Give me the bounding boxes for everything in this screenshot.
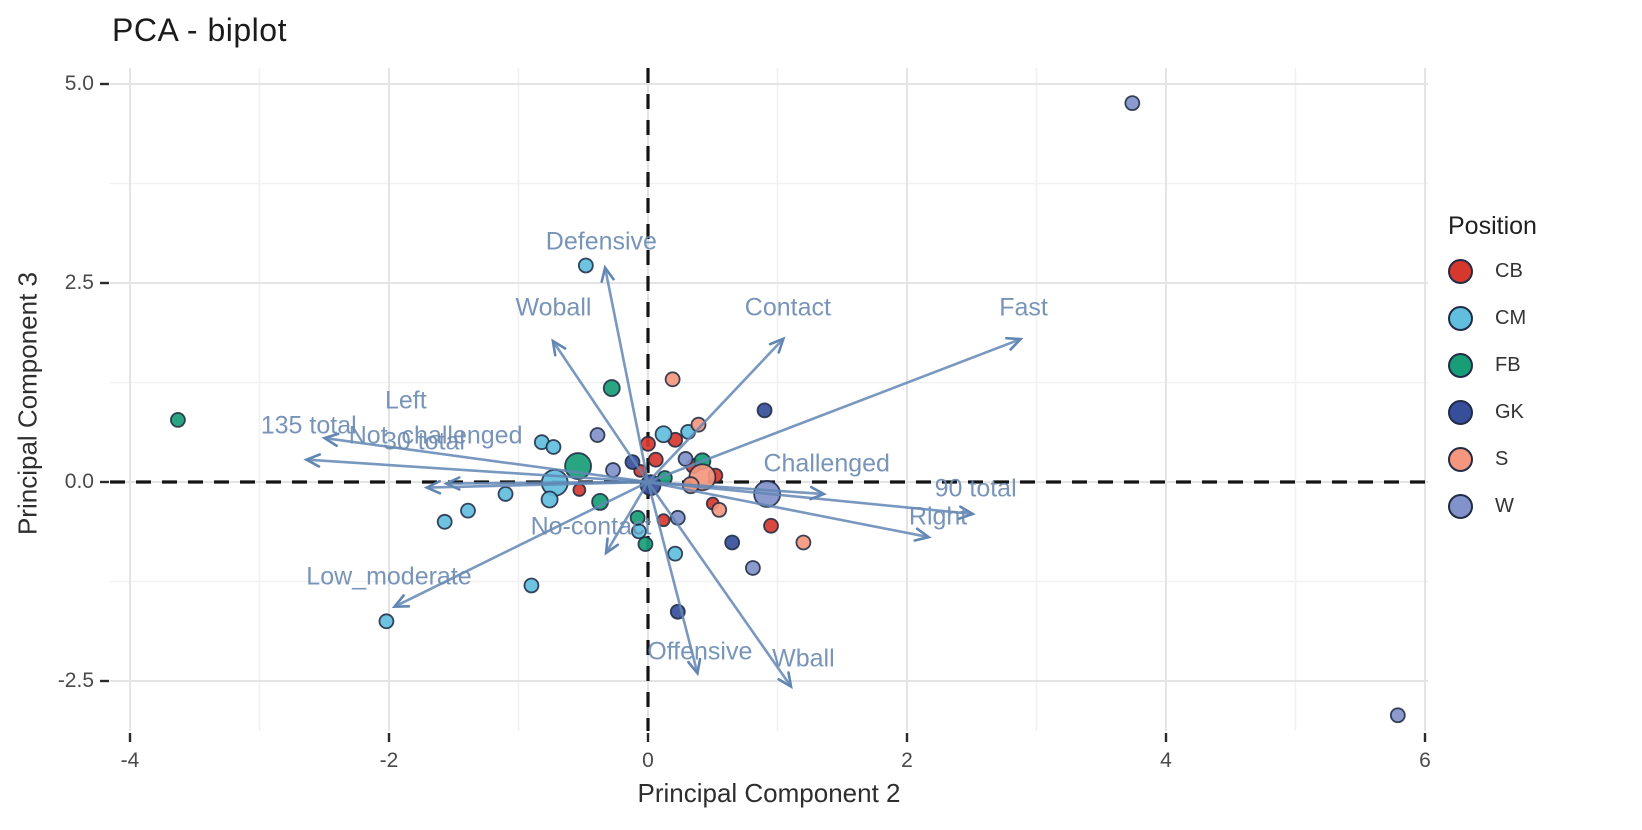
data-point-CM (378, 613, 395, 630)
loading-label-135-total: 135 total (260, 411, 357, 440)
data-point-W (605, 462, 621, 478)
loading-label-low_moderate: Low_moderate (306, 562, 472, 591)
legend-label: S (1495, 448, 1509, 470)
data-point-CM (540, 490, 559, 509)
loading-arrow-right (647, 480, 932, 542)
data-point-W (744, 560, 761, 576)
legend-title: Position (1448, 212, 1537, 240)
gridlines (110, 68, 1428, 731)
legend-label: CB (1495, 260, 1523, 282)
data-point-CB (640, 435, 656, 452)
loading-arrow-woball (551, 338, 650, 483)
data-point-CM (497, 486, 514, 502)
loading-arrow-fast (647, 336, 1024, 484)
legend-label: GK (1495, 401, 1524, 423)
legend-entry-cm: CM (1448, 306, 1633, 331)
data-point-S (690, 416, 707, 433)
loading-label-right: Right (908, 502, 968, 531)
legend-swatch-w (1448, 494, 1473, 519)
data-point-CM (436, 513, 453, 530)
loading-arrow-low_moderate (391, 480, 649, 608)
legend-label: W (1495, 495, 1514, 517)
data-point-W (589, 427, 606, 443)
x-tick-label: -2 (379, 749, 399, 772)
legend-entry-gk: GK (1448, 400, 1633, 425)
data-point-S (664, 371, 681, 388)
data-point-FB (170, 412, 186, 428)
x-tick-label: 4 (1160, 749, 1172, 772)
data-point-FB (602, 379, 621, 397)
data-point-FB (637, 536, 654, 552)
loading-arrow-90-total (647, 480, 976, 520)
loading-label-contact: Contact (744, 293, 831, 322)
x-tick-label: 2 (901, 749, 913, 772)
data-point-CM (523, 577, 540, 594)
data-point-W (677, 451, 694, 467)
legend-swatch-s (1448, 447, 1473, 472)
loading-label-wball: Wball (772, 644, 835, 673)
legend: Position CB CM FB GK S W (1448, 212, 1633, 541)
loading-arrow-left (321, 432, 649, 484)
legend-label: FB (1495, 354, 1521, 376)
legend-swatch-cb (1448, 259, 1473, 284)
data-point-FB (564, 452, 592, 480)
y-tick-label: 2.5 (64, 271, 94, 294)
y-tick-label: 0.0 (64, 470, 94, 493)
loading-label-no-contact: No-contact (530, 512, 652, 541)
loading-label-fast: Fast (999, 293, 1048, 322)
chart-title: PCA - biplot (112, 12, 287, 48)
data-point-CB (763, 517, 779, 534)
legend-label: CM (1495, 307, 1527, 329)
data-point-GK (724, 534, 741, 551)
data-point-CM (545, 439, 562, 455)
y-axis-title: Principal Component 3 (12, 271, 43, 536)
legend-swatch-cm (1448, 306, 1473, 331)
data-point-CM (460, 502, 476, 519)
loading-arrows (303, 264, 1024, 690)
x-tick-label: 6 (1419, 749, 1431, 772)
legend-swatch-fb (1448, 353, 1473, 378)
data-point-CB (572, 483, 587, 497)
data-point-GK (756, 402, 773, 419)
data-point-FB (629, 509, 646, 526)
loading-arrow-contact (647, 336, 786, 483)
legend-entry-w: W (1448, 494, 1633, 519)
reference-lines (110, 68, 1428, 731)
loading-arrow-defensive (600, 264, 650, 483)
x-tick-label: 0 (642, 749, 654, 772)
x-axis-title: Principal Component 2 (637, 778, 901, 808)
loading-label-30-total: 30 total (382, 427, 465, 456)
data-point-CM (577, 257, 594, 274)
loading-arrow-no-contact (604, 481, 650, 556)
legend-entry-s: S (1448, 447, 1633, 472)
loading-label-not_challenged: Not_challenged (348, 421, 523, 450)
legend-entry-fb: FB (1448, 353, 1633, 378)
data-point-W (1389, 707, 1406, 724)
data-point-CM (654, 425, 673, 444)
loading-arrow-135-total (303, 453, 649, 484)
data-points (170, 95, 1406, 724)
data-point-S (795, 534, 812, 551)
axis-tick-marks (100, 82, 1427, 742)
legend-entry-cb: CB (1448, 259, 1633, 284)
loading-label-left: Left (384, 386, 427, 415)
x-tick-label: -4 (120, 749, 140, 772)
data-point-W (1124, 95, 1141, 112)
data-point-S (711, 501, 728, 518)
loading-arrow-30-total (423, 479, 649, 495)
data-point-CM (667, 545, 684, 562)
loading-label-90-total: 90 total (934, 474, 1017, 503)
loading-label-challenged: Challenged (763, 449, 890, 478)
y-tick-label: 5.0 (64, 72, 94, 95)
loading-label-defensive: Defensive (545, 227, 657, 256)
loading-arrow-offensive (646, 481, 702, 677)
loading-arrow-wball (646, 481, 793, 690)
loading-label-offensive: Offensive (647, 637, 753, 666)
data-point-CB (647, 451, 664, 468)
legend-swatch-gk (1448, 400, 1473, 425)
y-tick-label: -2.5 (57, 669, 94, 692)
loading-label-woball: Woball (515, 293, 592, 322)
